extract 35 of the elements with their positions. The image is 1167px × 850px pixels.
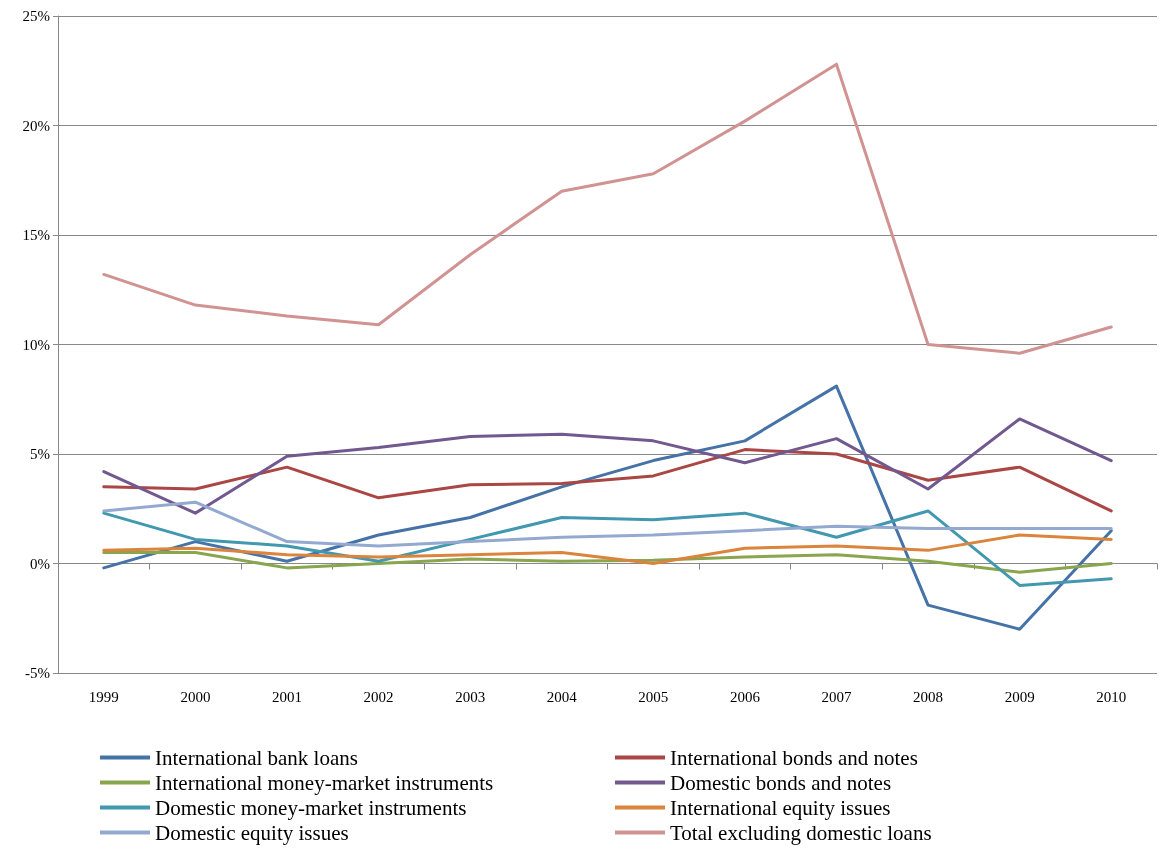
legend-label: Domestic equity issues [155,820,349,845]
x-tick-label: 2008 [913,688,944,705]
line-series [102,533,1113,565]
legend-label: Total excluding domestic loans [670,820,932,845]
x-tick-label: 1999 [88,688,119,705]
y-tick-label: 20% [22,117,50,134]
line-series [102,500,1113,548]
y-tick-label: 10% [22,336,50,353]
y-tick-label: 5% [30,446,50,462]
line-series [102,384,1113,631]
x-tick-label: 2002 [363,688,394,705]
x-tick-label: 2004 [546,688,578,705]
y-tick-label: -5% [25,665,50,681]
line-series [102,417,1113,515]
line-series [102,62,1113,355]
x-tick-label: 2007 [821,688,852,705]
legend-label: International bonds and notes [670,745,918,770]
x-tick-label: 2005 [638,688,669,705]
line-series [102,551,1113,574]
x-tick-label: 2000 [180,688,211,705]
legend-label: International money-market instruments [155,770,494,795]
legend-label: International bank loans [155,745,358,770]
x-tick-label: 2009 [1004,688,1035,705]
legend-label: Domestic bonds and notes [670,770,892,795]
y-tick-label: 0% [30,555,50,572]
line-series [102,509,1113,587]
legend-label: International equity issues [670,795,891,820]
x-tick-label: 2010 [1096,688,1127,705]
line-series [102,448,1113,513]
x-tick-label: 2001 [271,688,302,705]
legend-label: Domestic money-market instruments [155,795,467,820]
x-tick-label: 2003 [455,688,486,705]
x-tick-label: 2006 [729,688,761,705]
y-tick-label: 25% [22,8,50,24]
y-tick-label: 15% [22,227,50,243]
